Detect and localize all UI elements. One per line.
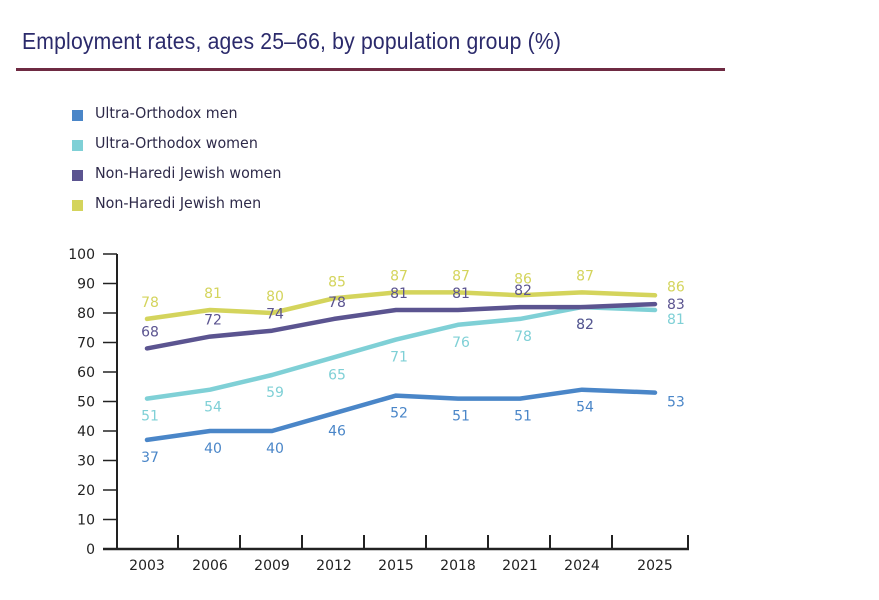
title-divider [16, 68, 725, 71]
y-tick-label: 100 [68, 247, 95, 263]
data-label: 82 [576, 317, 594, 333]
x-tick-label: 2024 [564, 558, 600, 574]
legend-swatch [72, 199, 83, 211]
data-label: 37 [141, 450, 159, 466]
x-tick-label: 2006 [192, 558, 228, 574]
data-label: 78 [328, 295, 346, 311]
data-label: 86 [667, 279, 685, 295]
legend: Ultra-Orthodox men Ultra-Orthodox women … [72, 98, 291, 218]
data-label: 85 [328, 274, 346, 290]
data-label: 82 [576, 317, 594, 333]
legend-label: Non-Haredi Jewish men [95, 194, 262, 212]
x-tick-label: 2012 [316, 558, 352, 574]
legend-swatch [72, 139, 83, 151]
legend-item-ultra-orthodox-men: Ultra-Orthodox men [72, 98, 291, 128]
data-label: 65 [328, 367, 346, 383]
y-tick-label: 10 [77, 513, 95, 529]
x-tick-label: 2009 [254, 558, 290, 574]
legend-swatch [72, 109, 83, 121]
y-tick-label: 70 [77, 336, 95, 352]
x-tick-label: 2015 [378, 558, 414, 574]
data-label: 81 [204, 286, 222, 302]
legend-label: Ultra-Orthodox women [95, 134, 258, 152]
data-label: 68 [141, 324, 159, 340]
data-label: 76 [452, 335, 470, 351]
y-tick-label: 40 [77, 424, 95, 440]
data-label: 80 [266, 289, 284, 305]
data-label: 81 [390, 286, 408, 302]
data-label: 81 [667, 312, 685, 328]
data-label: 71 [390, 350, 408, 366]
data-label: 86 [514, 271, 532, 287]
legend-swatch [72, 169, 83, 181]
y-tick-label: 20 [77, 483, 95, 499]
legend-label: Ultra-Orthodox men [95, 104, 238, 122]
y-tick-label: 60 [77, 365, 95, 381]
data-label: 51 [514, 409, 532, 425]
legend-item-non-haredi-jewish-men: Non-Haredi Jewish men [72, 188, 291, 218]
series-line-non-haredi-jewish-men [144, 290, 658, 322]
data-label: 54 [576, 400, 594, 416]
data-label: 40 [204, 441, 222, 457]
data-label: 40 [266, 441, 284, 457]
data-label: 51 [452, 409, 470, 425]
data-label: 78 [141, 295, 159, 311]
data-label: 87 [452, 268, 470, 284]
data-label: 82 [514, 283, 532, 299]
data-label: 46 [328, 423, 346, 439]
data-label: 52 [390, 406, 408, 422]
data-label: 81 [452, 286, 470, 302]
data-label: 87 [390, 268, 408, 284]
y-tick-label: 0 [86, 542, 95, 558]
legend-label: Non-Haredi Jewish women [95, 164, 282, 182]
x-tick-label: 2021 [502, 558, 538, 574]
y-tick-label: 30 [77, 454, 95, 470]
data-label: 54 [204, 400, 222, 416]
series-line-ultra-orthodox-women [144, 304, 658, 401]
x-tick-label: 2025 [637, 558, 673, 574]
series-line-ultra-orthodox-men [144, 387, 658, 443]
y-tick-label: 80 [77, 306, 95, 322]
data-label: 53 [667, 395, 685, 411]
x-tick-label: 2003 [129, 558, 165, 574]
y-tick-label: 50 [77, 395, 95, 411]
x-tick-label: 2018 [440, 558, 476, 574]
data-label: 72 [204, 313, 222, 329]
legend-item-non-haredi-jewish-women: Non-Haredi Jewish women [72, 158, 291, 188]
data-label: 78 [514, 329, 532, 345]
data-label: 83 [667, 297, 685, 313]
data-label: 51 [141, 409, 159, 425]
legend-item-ultra-orthodox-women: Ultra-Orthodox women [72, 128, 291, 158]
data-label: 87 [576, 268, 594, 284]
chart-title: Employment rates, ages 25–66, by populat… [22, 28, 562, 54]
y-tick-label: 90 [77, 277, 95, 293]
data-label: 59 [266, 385, 284, 401]
data-label: 74 [266, 307, 284, 323]
series-line-non-haredi-jewish-women [144, 301, 658, 351]
